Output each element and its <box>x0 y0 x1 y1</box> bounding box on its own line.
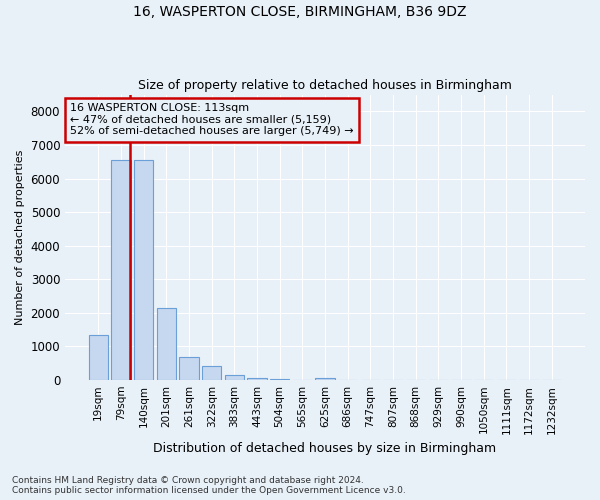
X-axis label: Distribution of detached houses by size in Birmingham: Distribution of detached houses by size … <box>154 442 497 455</box>
Bar <box>112 160 131 380</box>
Bar <box>225 375 244 380</box>
Bar <box>179 356 199 380</box>
Text: 16 WASPERTON CLOSE: 113sqm
← 47% of detached houses are smaller (5,159)
52% of s: 16 WASPERTON CLOSE: 113sqm ← 47% of deta… <box>70 103 354 136</box>
Text: 16, WASPERTON CLOSE, BIRMINGHAM, B36 9DZ: 16, WASPERTON CLOSE, BIRMINGHAM, B36 9DZ <box>133 5 467 19</box>
Bar <box>89 334 108 380</box>
Bar <box>134 160 153 380</box>
Text: Contains HM Land Registry data © Crown copyright and database right 2024.
Contai: Contains HM Land Registry data © Crown c… <box>12 476 406 495</box>
Bar <box>247 378 266 380</box>
Bar <box>202 366 221 380</box>
Y-axis label: Number of detached properties: Number of detached properties <box>15 150 25 325</box>
Title: Size of property relative to detached houses in Birmingham: Size of property relative to detached ho… <box>138 79 512 92</box>
Bar <box>270 379 289 380</box>
Bar <box>157 308 176 380</box>
Bar <box>316 378 335 380</box>
